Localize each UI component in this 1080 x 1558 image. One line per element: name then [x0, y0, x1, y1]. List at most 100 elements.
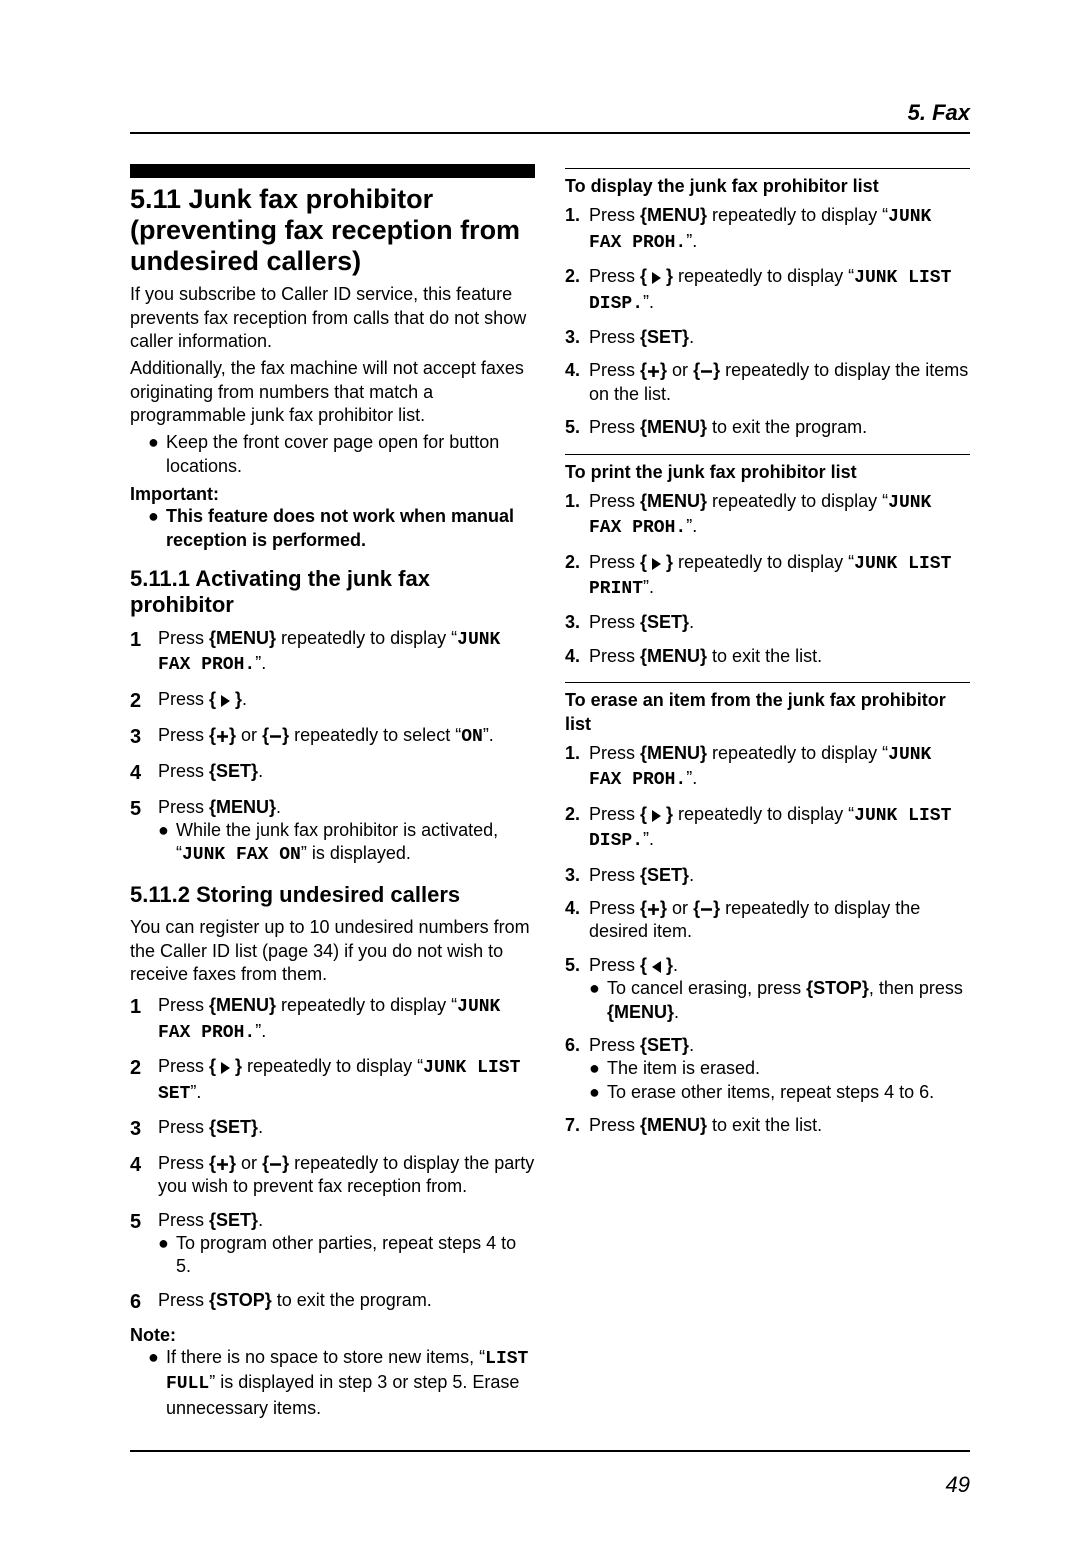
minus-icon	[700, 365, 713, 378]
step-text: Press {MENU} repeatedly to display “JUNK…	[589, 204, 970, 255]
subsection-title: 5.11.1 Activating the junk fax prohibito…	[130, 566, 535, 619]
step-text: Press { } repeatedly to display “JUNK LI…	[589, 265, 970, 316]
plus-icon	[216, 730, 229, 743]
bullet-dot-icon: ●	[148, 431, 166, 478]
step-row: 3 Press {} or {} repeatedly to select “O…	[130, 724, 535, 750]
step-text: Press { } repeatedly to display “JUNK LI…	[589, 803, 970, 854]
note-bullet: ● If there is no space to store new item…	[148, 1346, 535, 1420]
two-column-layout: 5.11 Junk fax prohibitor (preventing fax…	[130, 164, 970, 1420]
bullet-dot-icon: ●	[158, 819, 176, 868]
step-text: Press {MENU} to exit the list.	[589, 645, 970, 668]
step-text: Press {SET}.	[589, 326, 970, 349]
step-row: 3. Press {SET}.	[565, 326, 970, 349]
bullet-dot-icon: ●	[589, 977, 607, 1024]
step-number: 4.	[565, 897, 589, 944]
step-text: Press {SET}. ● The item is erased. ● To …	[589, 1034, 970, 1104]
step-row: 3. Press {SET}.	[565, 864, 970, 887]
right-arrow-icon	[652, 272, 661, 284]
step-row: 1 Press {MENU} repeatedly to display “JU…	[130, 627, 535, 678]
bullet-dot-icon: ●	[158, 1232, 176, 1279]
step-row: 4. Press {} or {} repeatedly to display …	[565, 359, 970, 406]
step-text: Press {MENU} to exit the list.	[589, 1114, 970, 1137]
intro-paragraph-2: Additionally, the fax machine will not a…	[130, 357, 535, 427]
step-number: 1.	[565, 490, 589, 541]
subsection-intro: You can register up to 10 undesired numb…	[130, 916, 535, 986]
right-heading: To display the junk fax prohibitor list	[565, 168, 970, 198]
minus-icon	[269, 1158, 282, 1171]
step-number: 5	[130, 796, 158, 868]
step-number: 3	[130, 724, 158, 750]
plus-icon	[216, 1158, 229, 1171]
step-text: Press { }.	[158, 688, 535, 714]
step-text: Press {MENU} repeatedly to display “JUNK…	[589, 742, 970, 793]
step-row: 1. Press {MENU} repeatedly to display “J…	[565, 204, 970, 255]
note-label: Note:	[130, 1325, 535, 1346]
bullet-dot-icon: ●	[148, 505, 166, 552]
page-number: 49	[130, 1450, 970, 1498]
step-text: Press {MENU}. ● While the junk fax prohi…	[158, 796, 535, 868]
step-text: Press {SET}.	[158, 1116, 535, 1142]
step-number: 4	[130, 760, 158, 786]
intro-paragraph-1: If you subscribe to Caller ID service, t…	[130, 283, 535, 353]
step-text: Press { } repeatedly to display “JUNK LI…	[589, 551, 970, 602]
step-number: 3.	[565, 326, 589, 349]
step-number: 2	[130, 688, 158, 714]
right-heading: To erase an item from the junk fax prohi…	[565, 682, 970, 736]
step-number: 6.	[565, 1034, 589, 1104]
step-number: 4.	[565, 645, 589, 668]
right-column: To display the junk fax prohibitor list …	[565, 164, 970, 1420]
step-text: Press {MENU} repeatedly to display “JUNK…	[158, 627, 535, 678]
step-text: Press {SET}.	[158, 760, 535, 786]
step-number: 1	[130, 994, 158, 1045]
step-row: 2 Press { } repeatedly to display “JUNK …	[130, 1055, 535, 1106]
subsection-title: 5.11.2 Storing undesired callers	[130, 882, 535, 908]
step-text: Press {} or {} repeatedly to select “ON”…	[158, 724, 535, 750]
step-number: 4	[130, 1152, 158, 1199]
important-bullet: ● This feature does not work when manual…	[148, 505, 535, 552]
step-text: Press {SET}.	[589, 611, 970, 634]
section-bar	[130, 164, 535, 178]
right-arrow-icon	[652, 810, 661, 822]
step-number: 2.	[565, 803, 589, 854]
step-row: 1 Press {MENU} repeatedly to display “JU…	[130, 994, 535, 1045]
step-number: 3.	[565, 864, 589, 887]
step-row: 6. Press {SET}. ● The item is erased. ● …	[565, 1034, 970, 1104]
step-text: Press {STOP} to exit the program.	[158, 1289, 535, 1315]
step-number: 5.	[565, 416, 589, 439]
right-arrow-icon	[652, 558, 661, 570]
step-number: 4.	[565, 359, 589, 406]
chapter-heading: 5. Fax	[130, 100, 970, 134]
step-row: 2 Press { }.	[130, 688, 535, 714]
step-number: 2.	[565, 265, 589, 316]
intro-bullet: ● Keep the front cover page open for but…	[148, 431, 535, 478]
right-arrow-icon	[221, 695, 230, 707]
step-row: 2. Press { } repeatedly to display “JUNK…	[565, 265, 970, 316]
step-text: Press {} or {} repeatedly to display the…	[158, 1152, 535, 1199]
step-number: 3	[130, 1116, 158, 1142]
step-number: 1.	[565, 204, 589, 255]
important-bullet-text: This feature does not work when manual r…	[166, 505, 535, 552]
step-number: 1	[130, 627, 158, 678]
minus-icon	[269, 730, 282, 743]
step-text: Press { }. ● To cancel erasing, press {S…	[589, 954, 970, 1024]
step-row: 4 Press {} or {} repeatedly to display t…	[130, 1152, 535, 1199]
section-title: 5.11 Junk fax prohibitor (preventing fax…	[130, 184, 535, 277]
right-heading: To print the junk fax prohibitor list	[565, 454, 970, 484]
step-text: Press {MENU} repeatedly to display “JUNK…	[158, 994, 535, 1045]
step-text: Press { } repeatedly to display “JUNK LI…	[158, 1055, 535, 1106]
step-row: 3. Press {SET}.	[565, 611, 970, 634]
step-row: 3 Press {SET}.	[130, 1116, 535, 1142]
step-row: 5. Press {MENU} to exit the program.	[565, 416, 970, 439]
important-label: Important:	[130, 484, 535, 505]
step-number: 3.	[565, 611, 589, 634]
plus-icon	[647, 365, 660, 378]
step-row: 5 Press {SET}. ● To program other partie…	[130, 1209, 535, 1279]
step-number: 5	[130, 1209, 158, 1279]
bullet-dot-icon: ●	[589, 1057, 607, 1080]
step-text: Press {SET}. ● To program other parties,…	[158, 1209, 535, 1279]
page: 5. Fax 5.11 Junk fax prohibitor (prevent…	[0, 0, 1080, 1558]
step-number: 5.	[565, 954, 589, 1024]
right-arrow-icon	[221, 1062, 230, 1074]
step-number: 6	[130, 1289, 158, 1315]
minus-icon	[700, 903, 713, 916]
